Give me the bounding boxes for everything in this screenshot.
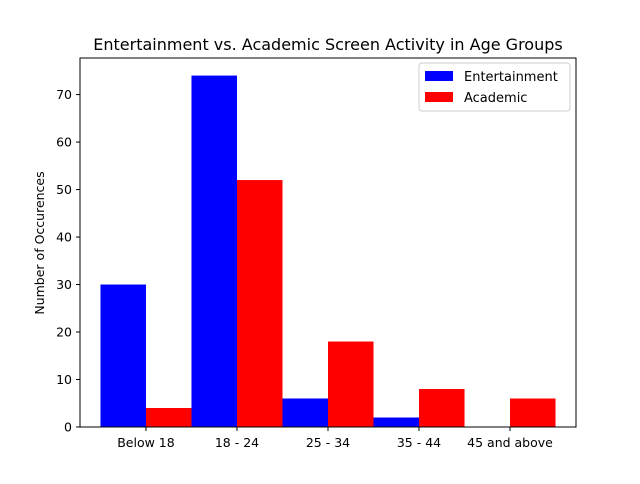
bar-academic-4 [510, 398, 556, 427]
y-tick-label: 40 [56, 230, 72, 245]
bar-academic-0 [145, 408, 192, 427]
legend-label-entertainment: Entertainment [464, 70, 558, 85]
y-tick-label: 0 [64, 420, 72, 435]
bar-academic-1 [236, 180, 283, 427]
x-tick-label: 35 - 44 [397, 435, 441, 450]
x-tick-label: 18 - 24 [215, 435, 259, 450]
bar-entertainment-1 [191, 75, 237, 428]
y-tick-label: 70 [56, 87, 72, 102]
legend-swatch-entertainment [425, 71, 453, 81]
y-tick-label: 30 [56, 277, 72, 292]
x-tick-label: Below 18 [117, 435, 175, 450]
bar-academic-2 [328, 341, 374, 427]
x-tick-label: 45 and above [467, 435, 553, 450]
bars-group [100, 75, 556, 428]
legend-box [418, 62, 571, 112]
legend-label-academic: Academic [464, 91, 527, 106]
y-axis: 0 10 20 30 40 50 60 70 [56, 87, 80, 435]
x-tick-label: 25 - 34 [306, 435, 350, 450]
bar-entertainment-0 [100, 284, 146, 427]
legend-swatch-academic [425, 92, 453, 102]
legend: Entertainment Academic [418, 62, 571, 112]
x-axis: Below 18 18 - 24 25 - 34 35 - 44 45 and abov… [117, 427, 553, 450]
y-tick-label: 50 [56, 182, 72, 197]
bar-entertainment-3 [373, 417, 420, 427]
y-axis-label: Number of Occurences [32, 171, 47, 314]
y-tick-label: 10 [56, 372, 72, 387]
y-tick-label: 60 [56, 135, 72, 150]
y-tick-label: 20 [56, 325, 72, 340]
chart-title: Entertainment vs. Academic Screen Activi… [93, 35, 562, 54]
bar-academic-3 [419, 389, 465, 427]
bar-entertainment-2 [282, 398, 328, 427]
plot-frame [79, 57, 577, 428]
